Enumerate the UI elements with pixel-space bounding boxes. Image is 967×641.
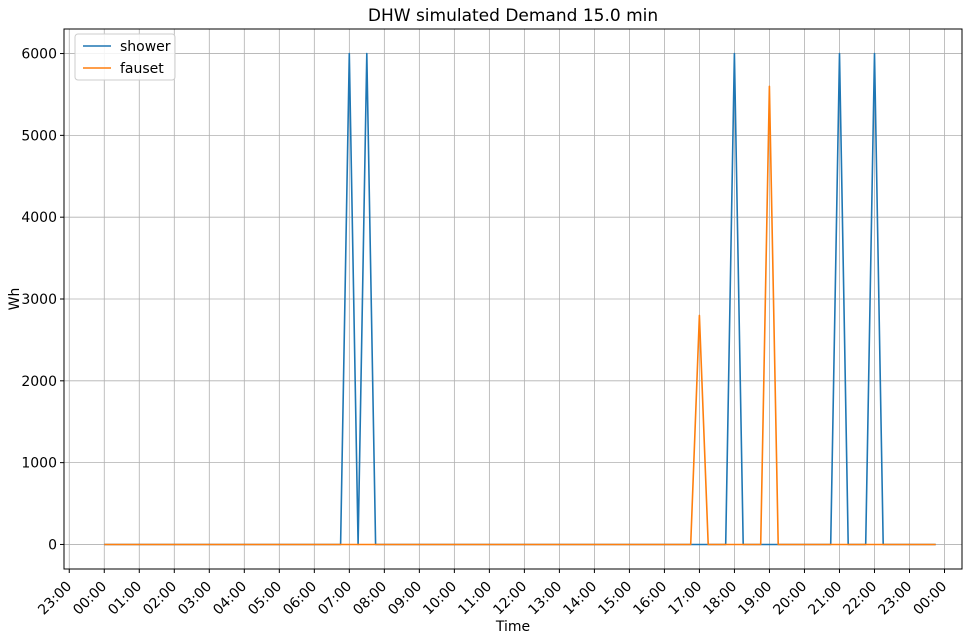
x-tick-label: 01:00 bbox=[105, 579, 145, 619]
x-tick-label: 15:00 bbox=[595, 579, 635, 619]
x-axis-label: Time bbox=[495, 619, 530, 635]
x-tick-label: 17:00 bbox=[665, 579, 705, 619]
grid bbox=[64, 29, 962, 569]
y-axis-label: Wh bbox=[7, 288, 23, 311]
x-tick-label: 00:00 bbox=[70, 579, 110, 619]
x-tick-label: 03:00 bbox=[175, 579, 215, 619]
series-line-fauset bbox=[104, 85, 936, 546]
x-tick-label: 23:00 bbox=[35, 579, 75, 619]
x-tick-label: 14:00 bbox=[560, 579, 600, 619]
x-tick-label: 06:00 bbox=[280, 579, 320, 619]
y-tick-label: 5000 bbox=[21, 128, 57, 144]
legend: shower fauset bbox=[74, 33, 176, 81]
y-tick-label: 4000 bbox=[21, 210, 57, 226]
x-tick-label: 13:00 bbox=[525, 579, 565, 619]
x-tick-label: 00:00 bbox=[910, 579, 950, 619]
series-layer bbox=[104, 52, 936, 546]
x-tick-label: 16:00 bbox=[630, 579, 670, 619]
x-tick-label: 22:00 bbox=[840, 579, 880, 619]
x-axis-ticks: 23:0000:0001:0002:0003:0004:0005:0006:00… bbox=[35, 569, 950, 618]
x-tick-label: 05:00 bbox=[245, 579, 285, 619]
x-tick-label: 10:00 bbox=[420, 579, 460, 619]
legend-label-fauset: fauset bbox=[120, 61, 164, 77]
x-tick-label: 02:00 bbox=[140, 579, 180, 619]
x-tick-label: 09:00 bbox=[385, 579, 425, 619]
x-tick-label: 07:00 bbox=[315, 579, 355, 619]
y-tick-label: 6000 bbox=[21, 47, 57, 63]
x-tick-label: 20:00 bbox=[770, 579, 810, 619]
chart-title: DHW simulated Demand 15.0 min bbox=[368, 6, 658, 26]
x-tick-label: 18:00 bbox=[700, 579, 740, 619]
y-tick-label: 1000 bbox=[21, 456, 57, 472]
x-tick-label: 12:00 bbox=[490, 579, 530, 619]
y-tick-label: 2000 bbox=[21, 374, 57, 390]
x-tick-label: 04:00 bbox=[210, 579, 250, 619]
x-tick-label: 11:00 bbox=[455, 579, 495, 619]
legend-label-shower: shower bbox=[120, 39, 171, 55]
y-axis-ticks: 0 1000 2000 3000 4000 5000 6000 bbox=[21, 47, 64, 553]
x-tick-label: 21:00 bbox=[805, 579, 845, 619]
series-line-shower bbox=[104, 52, 936, 546]
y-tick-label: 3000 bbox=[21, 292, 57, 308]
x-tick-label: 19:00 bbox=[735, 579, 775, 619]
y-tick-label: 0 bbox=[48, 537, 57, 553]
x-tick-label: 08:00 bbox=[350, 579, 390, 619]
x-tick-label: 23:00 bbox=[875, 579, 915, 619]
